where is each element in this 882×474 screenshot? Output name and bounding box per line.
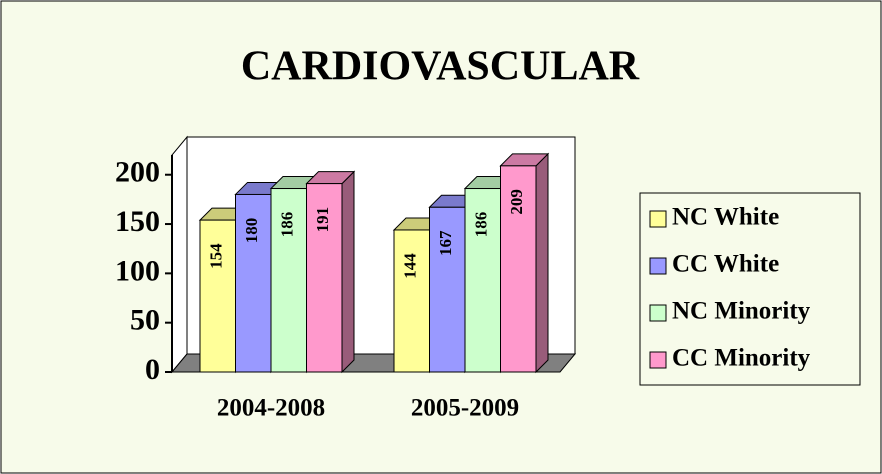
data-label: 186 xyxy=(472,212,491,238)
bar xyxy=(393,229,430,373)
bar xyxy=(429,206,466,373)
data-label: 191 xyxy=(313,207,332,233)
bar-side xyxy=(535,152,549,374)
chart-title: CARDIOVASCULAR xyxy=(241,44,640,90)
legend-label: NC White xyxy=(672,204,779,231)
legend-label: NC Minority xyxy=(672,298,811,325)
x-tick-label: 2005-2009 xyxy=(411,395,519,422)
legend-label: CC White xyxy=(672,251,779,278)
y-tick-label: 150 xyxy=(115,205,160,238)
legend xyxy=(639,192,861,386)
bar xyxy=(235,193,272,373)
legend-swatch xyxy=(649,210,667,228)
y-tick-label: 50 xyxy=(130,304,160,337)
bar-side xyxy=(341,170,355,374)
legend-swatch xyxy=(649,257,667,275)
data-label: 186 xyxy=(278,212,297,238)
legend-swatch xyxy=(649,304,667,322)
data-label: 180 xyxy=(242,218,261,244)
bar xyxy=(500,165,537,373)
bar xyxy=(199,219,236,373)
side-wall xyxy=(171,135,188,374)
y-tick-label: 100 xyxy=(115,254,160,287)
data-label: 144 xyxy=(401,253,420,279)
bar xyxy=(464,188,501,373)
bar xyxy=(270,188,307,373)
data-label: 209 xyxy=(507,189,526,215)
y-tick-label: 0 xyxy=(145,353,160,386)
legend-swatch xyxy=(649,351,667,369)
bar xyxy=(306,183,343,373)
legend-label: CC Minority xyxy=(672,345,811,372)
data-label: 154 xyxy=(207,243,226,269)
data-label: 167 xyxy=(436,230,455,256)
y-tick-label: 200 xyxy=(115,156,160,189)
x-tick-label: 2004-2008 xyxy=(217,395,325,422)
